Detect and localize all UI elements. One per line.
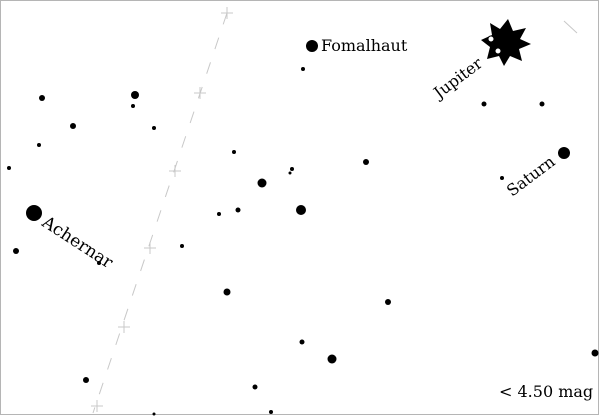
star-achernar	[26, 205, 42, 221]
ecliptic-tick	[563, 20, 578, 34]
star	[539, 101, 545, 107]
ecliptic-tick	[91, 400, 103, 412]
star	[299, 339, 305, 345]
label-fomalhaut: Fomalhaut	[321, 36, 408, 55]
star	[131, 91, 139, 99]
star	[288, 171, 292, 175]
ecliptic-tick	[169, 165, 181, 177]
star	[223, 288, 231, 296]
star	[70, 123, 76, 129]
label-saturn: Saturn	[503, 152, 559, 200]
star	[180, 244, 184, 248]
star	[363, 159, 369, 165]
ecliptic-tick	[194, 87, 206, 99]
star	[257, 178, 267, 188]
star	[385, 299, 391, 305]
planet-saturn	[558, 147, 570, 159]
star	[296, 205, 306, 215]
star	[481, 101, 487, 107]
star	[131, 104, 135, 108]
star	[591, 349, 599, 357]
starburst-icon	[481, 19, 531, 66]
magnitude-limit-label: < 4.50 mag	[499, 382, 593, 401]
star	[235, 207, 241, 213]
star	[37, 143, 41, 147]
star	[269, 410, 273, 414]
star	[217, 212, 221, 216]
star	[152, 412, 156, 416]
star	[290, 167, 294, 171]
ecliptic-tick	[144, 242, 156, 254]
star	[83, 377, 89, 383]
star	[7, 166, 11, 170]
ecliptic-tick	[118, 321, 130, 333]
star-fomalhaut	[306, 40, 318, 52]
star	[252, 384, 258, 390]
star-field	[7, 40, 599, 416]
star	[39, 95, 45, 101]
ecliptic-tick	[221, 7, 233, 19]
star	[152, 126, 156, 130]
ecliptic-line	[91, 7, 578, 414]
star	[327, 354, 337, 364]
label-achernar: Achernar	[37, 212, 117, 273]
star	[97, 261, 101, 265]
star	[232, 150, 236, 154]
star	[13, 248, 19, 254]
star	[301, 67, 305, 71]
label-jupiter: Jupiter	[428, 53, 486, 103]
star	[500, 176, 504, 180]
